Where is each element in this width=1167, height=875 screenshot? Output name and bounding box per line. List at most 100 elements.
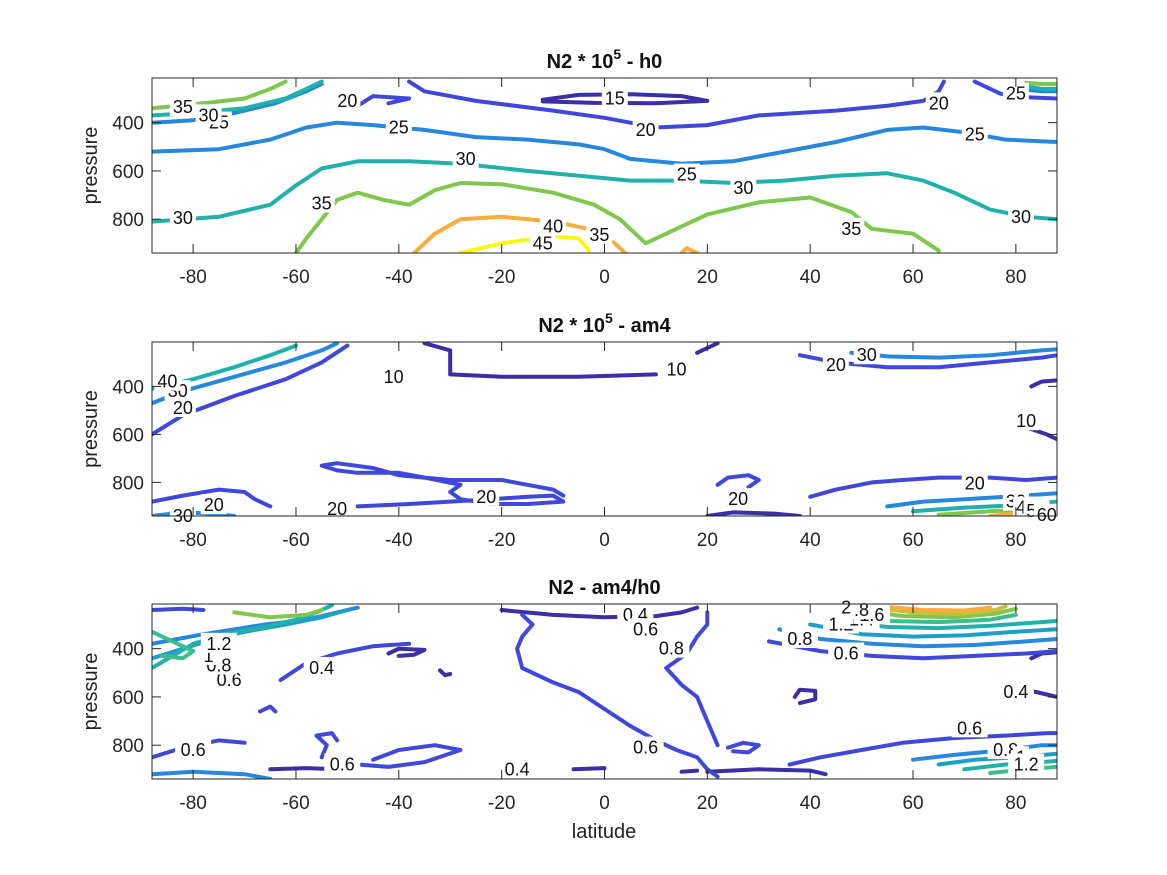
contour-level-20 xyxy=(715,473,761,490)
y-tick-label: 400 xyxy=(112,640,144,661)
panels: 1520202025252525253030303030353535354045… xyxy=(80,46,1060,814)
y-tick-label: 800 xyxy=(112,210,144,231)
y-tick-label: 600 xyxy=(112,688,144,709)
contour-level-25 xyxy=(152,82,324,125)
x-tick-label: -20 xyxy=(488,530,515,551)
contour-level-0-6 xyxy=(258,704,278,714)
contour-label: 0.6 xyxy=(217,670,242,690)
x-tick-label: -40 xyxy=(385,267,412,288)
contour-level-35 xyxy=(294,181,941,253)
contour-level-0-6 xyxy=(152,606,206,612)
contour-level-30 xyxy=(849,347,1057,360)
x-tick-label: -60 xyxy=(282,793,309,814)
contour-label: 0.6 xyxy=(633,619,658,639)
contour-labels: 1520202025252525253030303030353535354045 xyxy=(169,82,1035,253)
contour-label: 30 xyxy=(199,105,219,125)
x-tick-label: 40 xyxy=(800,793,821,814)
contour-level-0-8 xyxy=(152,769,273,779)
x-axis: -80 -60 -40 -20 0 20 40 60 80 xyxy=(179,342,1026,551)
contour-label: 25 xyxy=(389,117,409,137)
contour-label: 10 xyxy=(384,367,404,387)
contour-level-0-4 xyxy=(705,767,828,777)
y-axis-label: pressure xyxy=(80,390,102,468)
contour-label: 0.6 xyxy=(957,718,982,738)
contour-level-0-4 xyxy=(438,668,453,678)
contour-level-0-4 xyxy=(679,768,700,774)
contour-level-0-6 xyxy=(314,731,340,760)
contour-level-0-6 xyxy=(355,743,463,769)
contour-level-10 xyxy=(1029,378,1057,389)
y-tick-label: 600 xyxy=(112,425,144,446)
contour-label: 40 xyxy=(543,216,563,236)
x-tick-label: -60 xyxy=(282,530,309,551)
contour-label: 1.2 xyxy=(1014,755,1039,775)
contour-label: 10 xyxy=(666,360,686,380)
contour-labels: 0.40.40.40.40.60.60.60.60.60.60.60.80.80… xyxy=(175,596,1045,779)
contour-label: 20 xyxy=(337,91,357,111)
x-tick-label: 60 xyxy=(902,267,923,288)
y-tick-label: 800 xyxy=(112,736,144,757)
contour-label: 30 xyxy=(857,345,877,365)
x-tick-label: 40 xyxy=(800,530,821,551)
x-tick-label: 40 xyxy=(800,267,821,288)
contour-level-0-6 xyxy=(515,612,720,779)
contour-label: 0.8 xyxy=(787,629,812,649)
contour-label: 20 xyxy=(204,495,224,515)
contour-level-25 xyxy=(152,120,1057,166)
chart-panel-3: 0.40.40.40.40.60.60.60.60.60.60.60.80.80… xyxy=(80,577,1058,814)
contour-lines xyxy=(152,342,1057,516)
contour-level-0-4 xyxy=(792,687,818,705)
contour-label: 20 xyxy=(476,487,496,507)
contour-label: 25 xyxy=(965,125,985,145)
contour-label: 35 xyxy=(589,225,609,245)
x-tick-label: -80 xyxy=(179,530,206,551)
x-tick-label: 80 xyxy=(1005,530,1026,551)
x-tick-label: -40 xyxy=(385,530,412,551)
contour-level-20 xyxy=(407,79,946,130)
y-axis: 400 600 800 xyxy=(112,640,1057,757)
contour-label: 25 xyxy=(677,165,697,185)
contour-label: 15 xyxy=(605,89,625,109)
contour-label: 0.6 xyxy=(633,738,658,758)
contour-label: 0.6 xyxy=(330,755,355,775)
contour-level-20 xyxy=(355,94,412,108)
y-tick-label: 600 xyxy=(112,162,144,183)
x-axis: -80 -60 -40 -20 0 20 40 60 80 xyxy=(179,604,1026,814)
contour-label: 0.6 xyxy=(181,740,206,760)
contour-label: 20 xyxy=(728,489,748,509)
contour-level-20 xyxy=(152,487,273,509)
y-tick-label: 400 xyxy=(112,114,144,135)
y-tick-label: 800 xyxy=(112,473,144,494)
chart-title: N2 - am4/h0 xyxy=(548,577,660,599)
contour-label: 0.4 xyxy=(309,658,334,678)
x-axis: -80 -60 -40 -20 0 20 40 60 80 xyxy=(179,78,1026,288)
contour-label: 25 xyxy=(1006,84,1026,104)
contour-label: 20 xyxy=(965,474,985,494)
contour-level-20 xyxy=(808,475,1057,499)
contour-label: 1.2 xyxy=(206,634,231,654)
contour-label: 2 xyxy=(841,598,851,618)
contour-label: 20 xyxy=(929,93,949,113)
contour-level-2 xyxy=(880,604,993,613)
x-tick-label: -20 xyxy=(488,267,515,288)
contour-label: 0.4 xyxy=(1003,682,1028,702)
chart-title: N2 * 105 - am4 xyxy=(538,310,671,337)
x-tick-label: -80 xyxy=(179,267,206,288)
contour-level-30 xyxy=(152,510,237,516)
contour-label: 35 xyxy=(841,219,861,239)
contour-label: 1 xyxy=(204,646,214,666)
x-tick-label: -20 xyxy=(488,793,515,814)
contour-label: 40 xyxy=(157,372,177,392)
contour-level-10 xyxy=(422,342,658,379)
contour-level-20 xyxy=(152,343,350,437)
contour-level-0-6 xyxy=(767,639,1057,661)
contour-level-30 xyxy=(152,159,1057,224)
y-axis-label: pressure xyxy=(80,653,102,731)
contour-label: 30 xyxy=(456,149,476,169)
x-tick-label: 20 xyxy=(697,267,718,288)
contour-level-1-8 xyxy=(869,604,1008,616)
contour-level-0-6 xyxy=(664,610,720,748)
x-tick-label: -80 xyxy=(179,793,206,814)
contour-level-0-4 xyxy=(386,646,427,658)
contour-label: 20 xyxy=(327,499,347,519)
